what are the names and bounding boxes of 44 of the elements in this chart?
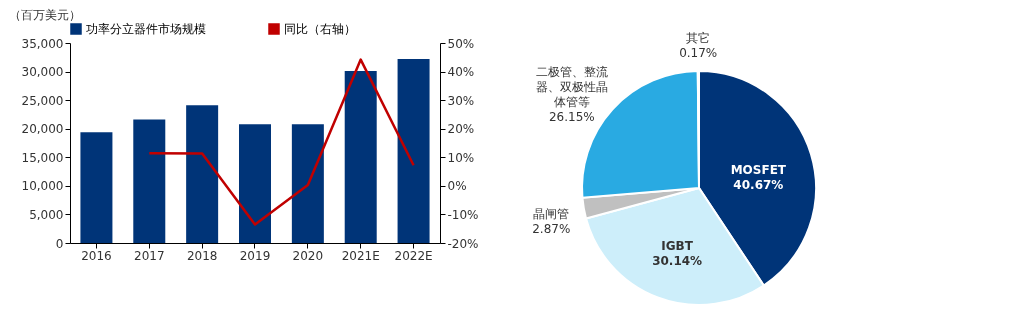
y-tick-label: 30,000 <box>21 65 64 80</box>
y-tick-label: 0 <box>55 236 64 251</box>
y-tick-label: 15,000 <box>21 150 64 165</box>
slice-label: 其它 <box>686 31 711 45</box>
slice-label: 晶闸管 <box>533 206 570 221</box>
y-tick-label: 5,000 <box>29 207 64 222</box>
x-tick-label: 2019 <box>239 248 271 263</box>
y-axis-title: （百万美元） <box>8 7 81 22</box>
data-label: 0.17% <box>679 46 718 60</box>
bar <box>344 71 377 243</box>
bar <box>133 119 166 243</box>
x-tick-label: 2017 <box>134 248 165 263</box>
bar <box>80 132 113 243</box>
y2-tick-label: 20% <box>447 122 475 137</box>
slice-label: 二极管、整流器、双极性晶体管等 <box>535 65 608 110</box>
y2-tick-label: -10% <box>447 207 479 222</box>
data-label: 30.14% <box>652 254 703 269</box>
x-tick-label: 2016 <box>81 248 112 263</box>
y-tick-label: 20,000 <box>21 122 64 137</box>
x-tick-label: 2021E <box>341 248 380 263</box>
data-label: 40.67% <box>733 178 784 193</box>
legend-label: 同比（右轴） <box>284 22 356 36</box>
slice-label: MOSFET <box>730 163 787 178</box>
legend-label: 功率分立器件市场规模 <box>86 22 206 36</box>
bar <box>397 59 430 243</box>
y-tick-label: 10,000 <box>21 179 64 194</box>
y2-tick-label: -20% <box>447 236 479 251</box>
data-label: 26.15% <box>548 110 595 125</box>
bar <box>186 105 219 243</box>
line-series <box>148 58 415 226</box>
data-label: 2.87% <box>532 221 571 236</box>
y-tick-label: 25,000 <box>21 93 64 108</box>
x-tick-label: 2018 <box>186 248 218 263</box>
slice-label: IGBT <box>661 239 694 254</box>
y2-tick-label: 0% <box>447 179 467 194</box>
bar <box>239 124 271 243</box>
y2-tick-label: 30% <box>447 93 475 108</box>
y-tick-label: 35,000 <box>21 36 64 51</box>
bar <box>291 124 324 243</box>
x-tick-label: 2020 <box>292 248 324 263</box>
y2-tick-label: 50% <box>447 36 475 51</box>
y2-tick-label: 40% <box>447 65 475 80</box>
y2-tick-label: 10% <box>447 150 475 165</box>
x-tick-label: 2022E <box>394 248 433 263</box>
